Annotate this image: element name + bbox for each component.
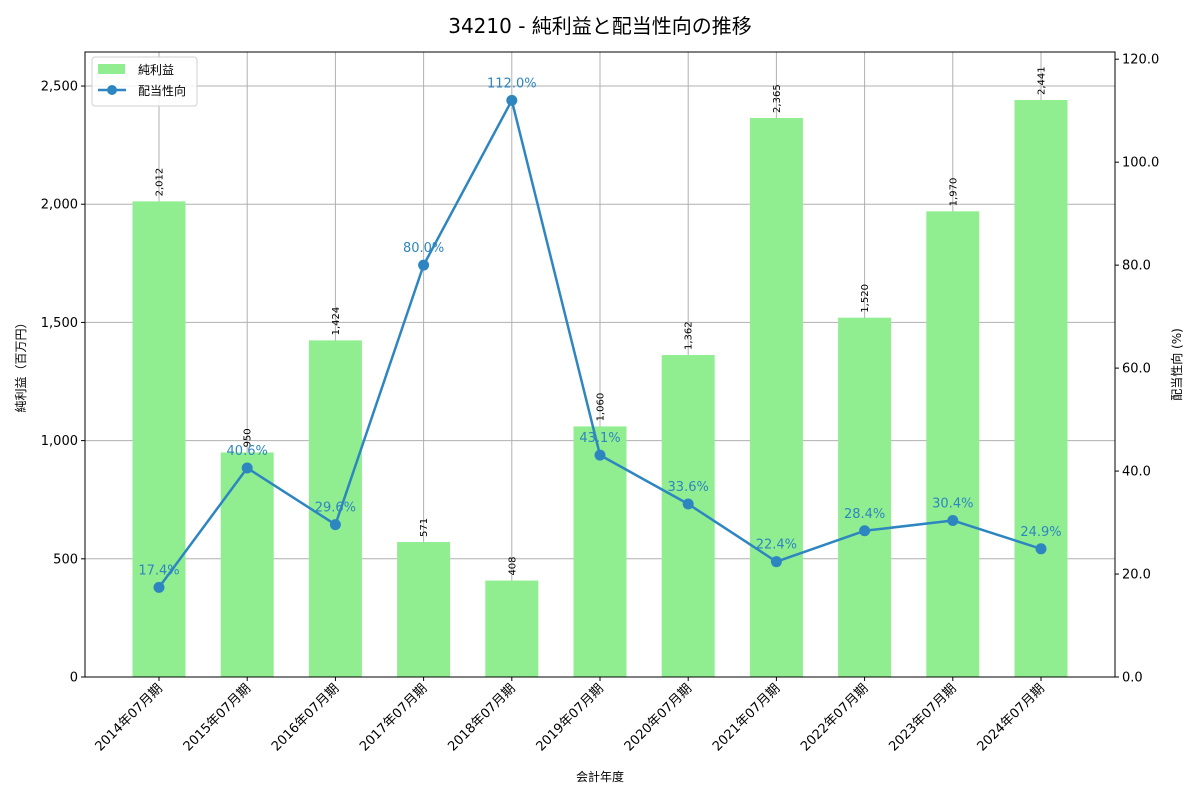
bar-value-label: 571 [419, 518, 430, 537]
y-left-tick-label: 0 [70, 671, 78, 686]
line-series-payout-ratio [153, 94, 1047, 593]
x-tick-label: 2022年07月期 [798, 681, 871, 754]
x-tick-label: 2018年07月期 [445, 681, 518, 754]
legend-label-net-income: 純利益 [138, 63, 174, 77]
bar-value-label: 1,060 [596, 393, 607, 422]
bar-value-label: 1,362 [684, 321, 695, 350]
y-left-tick-label: 1,500 [41, 316, 78, 331]
bar [749, 117, 803, 677]
x-tick-label: 2024年07月期 [975, 681, 1048, 754]
y-right-tick-label: 60.0 [1122, 362, 1151, 377]
x-tick-label: 2020年07月期 [622, 681, 695, 754]
line-marker [153, 581, 165, 593]
bar-value-label: 1,424 [331, 307, 342, 336]
line-marker [241, 462, 253, 474]
y-axis-right-label: 配当性向 (%) [1169, 328, 1184, 401]
line-value-label: 40.6% [227, 444, 268, 459]
bar-value-label: 2,441 [1037, 66, 1048, 95]
line-marker [859, 525, 871, 537]
y-left-tick-label: 1,000 [41, 434, 78, 449]
bar [132, 201, 186, 678]
x-tick-label: 2017年07月期 [357, 681, 430, 754]
line-value-label: 30.4% [932, 496, 973, 511]
bar [573, 426, 627, 677]
legend-bar-swatch-icon [98, 64, 125, 74]
y-right-tick-label: 120.0 [1122, 53, 1159, 68]
bar-value-label: 408 [507, 556, 518, 575]
line-value-label: 80.0% [403, 241, 444, 256]
y-axis-left-label: 純利益（百万円） [14, 316, 28, 412]
bar [308, 340, 362, 677]
bar [397, 542, 451, 677]
line-marker [947, 514, 959, 526]
bar [220, 452, 274, 677]
line-value-label: 24.9% [1020, 525, 1061, 540]
line-value-label: 33.6% [668, 480, 709, 495]
line-value-label: 22.4% [756, 538, 797, 553]
bar [926, 211, 980, 677]
line-value-label: 43.1% [579, 431, 620, 446]
line-marker [418, 259, 430, 271]
legend: 純利益 配当性向 [91, 56, 198, 107]
y-right-tick-label: 100.0 [1122, 156, 1159, 171]
x-tick-label: 2016年07月期 [269, 681, 342, 754]
bar-value-label: 1,970 [948, 178, 959, 207]
line-value-label: 17.4% [138, 563, 179, 578]
bar-series-net-income [132, 99, 1068, 678]
line-value-label: 29.6% [315, 501, 356, 516]
line-marker [1035, 543, 1047, 555]
line-marker [770, 556, 782, 568]
bar [1014, 99, 1068, 677]
line-marker [682, 498, 694, 510]
bar-value-labels: 2,012 950 1,424 571 408 1,060 1,362 2,365 1,520 1… [155, 66, 1048, 575]
y-left-tick-label: 2,000 [41, 198, 78, 213]
x-tick-label: 2015年07月期 [181, 681, 254, 754]
bar-value-label: 2,012 [155, 168, 166, 197]
y-right-tick-label: 40.0 [1122, 465, 1151, 480]
bar-value-label: 1,520 [860, 284, 871, 313]
y-right-tick-label: 80.0 [1122, 259, 1151, 274]
y-left-tick-label: 500 [53, 552, 78, 567]
y-right-tick-label: 20.0 [1122, 568, 1151, 583]
legend-label-payout-ratio: 配当性向 [138, 83, 186, 98]
y-right-tick-label: 0.0 [1122, 671, 1143, 686]
line-marker [506, 94, 518, 106]
chart-title: 34210 - 純利益と配当性向の推移 [448, 14, 752, 38]
x-tick-label: 2021年07月期 [710, 681, 783, 754]
x-tick-label: 2014年07月期 [93, 681, 166, 754]
line-value-label: 112.0% [487, 76, 537, 91]
line-value-label: 28.4% [844, 507, 885, 522]
bar [838, 317, 892, 677]
x-tick-label: 2019年07月期 [534, 681, 607, 754]
line-marker [329, 519, 341, 531]
bar [485, 580, 539, 677]
bar-value-label: 950 [243, 428, 254, 447]
x-axis-label: 会計年度 [576, 769, 624, 784]
legend-line-marker-icon [107, 85, 117, 95]
bar-value-label: 2,365 [772, 84, 783, 113]
line-value-labels: 17.4% 40.6% 29.6% 80.0% 112.0% 43.1% 33.6% 22.4… [138, 76, 1061, 578]
y-left-tick-label: 2,500 [41, 80, 78, 95]
line-marker [594, 449, 606, 461]
x-tick-label: 2023年07月期 [886, 681, 959, 754]
